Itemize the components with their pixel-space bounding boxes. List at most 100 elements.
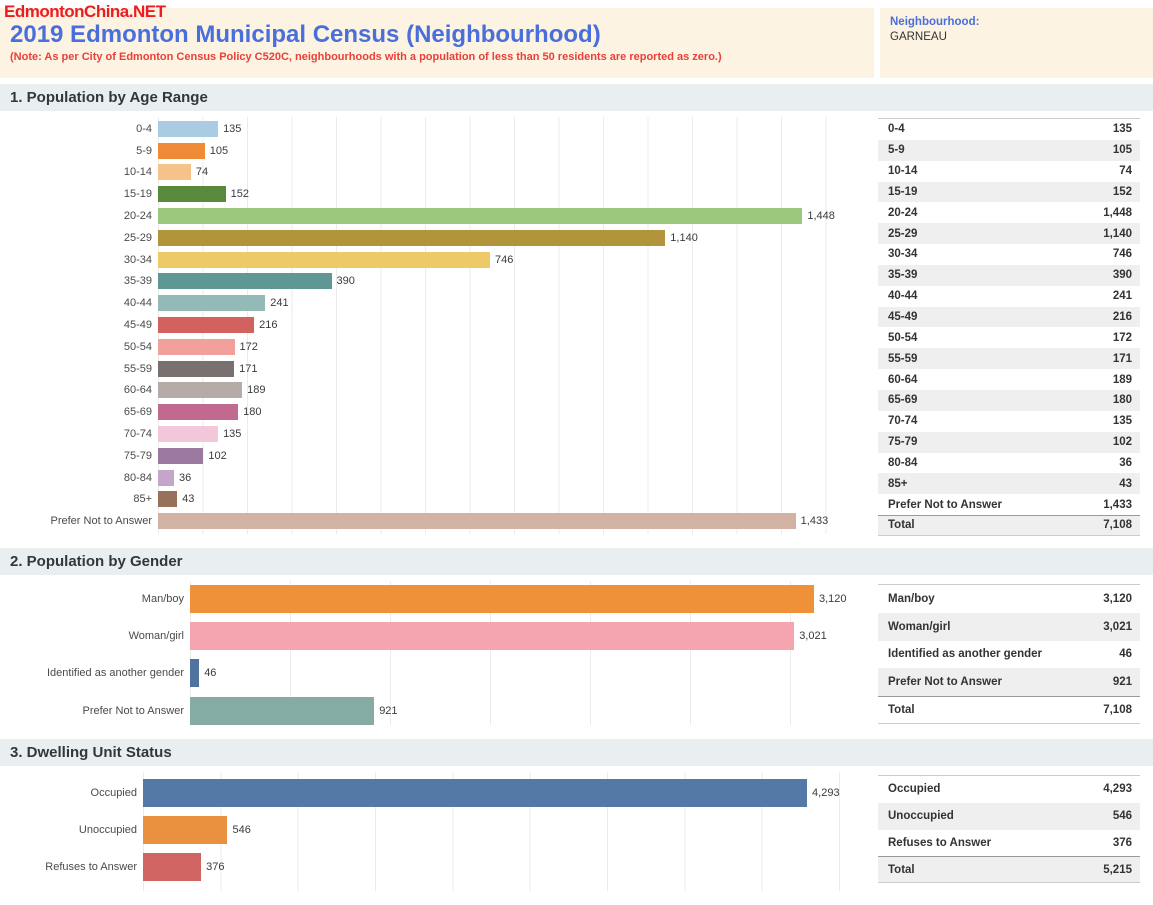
table-row-value: 216 — [1112, 311, 1132, 324]
table-row[interactable]: Identified as another gender 46 — [878, 641, 1140, 669]
bar[interactable] — [158, 469, 175, 486]
bar-row: 55-59 171 — [0, 358, 870, 380]
table-row-value: 171 — [1112, 352, 1132, 365]
table-row-value: 1,140 — [1103, 227, 1132, 240]
bar-value-label: 1,448 — [807, 210, 835, 223]
bar-plot: 189 — [158, 382, 870, 399]
table-row[interactable]: 65-69 180 — [878, 389, 1140, 411]
chart-gridlines — [158, 117, 870, 534]
table-total-row[interactable]: Total 5,215 — [878, 856, 1140, 884]
bar-plot: 36 — [158, 469, 870, 486]
bar-row: 60-64 189 — [0, 380, 870, 402]
table-row-label: 85+ — [888, 477, 908, 490]
table-total-row[interactable]: Total 7,108 — [878, 696, 1140, 724]
bar[interactable] — [158, 317, 255, 334]
table-row[interactable]: Unoccupied 546 — [878, 802, 1140, 830]
neighbourhood-value[interactable]: GARNEAU — [890, 31, 947, 43]
bar-row: 40-44 241 — [0, 292, 870, 314]
table-row[interactable]: 75-79 102 — [878, 431, 1140, 453]
table-row[interactable]: 45-49 216 — [878, 306, 1140, 328]
bar[interactable] — [158, 273, 332, 290]
section-title-text: 1. Population by Age Range — [10, 89, 208, 106]
table-row[interactable]: 10-14 74 — [878, 161, 1140, 182]
bar[interactable] — [158, 251, 490, 268]
bar-plot: 152 — [158, 186, 870, 203]
bar-category-label: 45-49 — [123, 319, 152, 332]
bar[interactable] — [190, 621, 795, 650]
bar[interactable] — [158, 426, 219, 443]
bar[interactable] — [158, 295, 266, 312]
bar-category-label: 55-59 — [123, 362, 152, 375]
table-row[interactable]: Refuses to Answer 376 — [878, 830, 1140, 857]
table-row[interactable]: 60-64 189 — [878, 369, 1140, 390]
bar-row: Occupied 4,293 — [0, 774, 870, 811]
table-row[interactable]: 5-9 105 — [878, 139, 1140, 161]
bar[interactable] — [158, 208, 803, 225]
bar-value-label: 390 — [336, 275, 355, 288]
bar-plot: 216 — [158, 317, 870, 334]
section-age-title: 1. Population by Age Range — [0, 84, 1153, 111]
table-row[interactable]: Woman/girl 3,021 — [878, 612, 1140, 641]
chart-rows: 0-4 135 5-9 105 10-14 74 15-19 152 20-24 1,448 25-… — [0, 111, 870, 532]
table-total-row[interactable]: Total 7,108 — [878, 515, 1140, 536]
bar-plot: 1,433 — [158, 513, 870, 530]
bar-row: 25-29 1,140 — [0, 227, 870, 249]
table-row[interactable]: 55-59 171 — [878, 348, 1140, 370]
table-row[interactable]: Prefer Not to Answer 921 — [878, 668, 1140, 697]
bar[interactable] — [158, 164, 191, 181]
table-row[interactable]: 0-4 135 — [878, 119, 1140, 140]
bar-category-label: Unoccupied — [78, 823, 137, 836]
table-row[interactable]: 40-44 241 — [878, 286, 1140, 307]
table-row[interactable]: 30-34 746 — [878, 244, 1140, 265]
table-row-label: 60-64 — [888, 373, 918, 386]
table-row[interactable]: 15-19 152 — [878, 181, 1140, 203]
bar[interactable] — [143, 852, 202, 881]
table-row-value: 189 — [1112, 373, 1132, 386]
table-row-label: Woman/girl — [888, 620, 951, 633]
table-row-value: 43 — [1119, 477, 1132, 490]
bar[interactable] — [158, 360, 235, 377]
bar[interactable] — [143, 778, 808, 807]
bar[interactable] — [158, 491, 178, 508]
table-row[interactable]: Man/boy 3,120 — [878, 585, 1140, 613]
bar-plot: 105 — [158, 142, 870, 159]
neighbourhood-panel: Neighbourhood: GARNEAU — [880, 8, 1153, 78]
bar-plot: 74 — [158, 164, 870, 181]
table-row[interactable]: 20-24 1,448 — [878, 202, 1140, 223]
table-row[interactable]: 80-84 36 — [878, 453, 1140, 474]
header-main: 2019 Edmonton Municipal Census (Neighbou… — [0, 8, 874, 78]
bar[interactable] — [158, 186, 226, 203]
bar-row: 15-19 152 — [0, 183, 870, 205]
bar-row: 85+ 43 — [0, 489, 870, 511]
bar[interactable] — [190, 696, 375, 725]
bar[interactable] — [158, 513, 796, 530]
bar[interactable] — [158, 142, 205, 159]
bar[interactable] — [158, 120, 219, 137]
bar-row: 5-9 105 — [0, 140, 870, 162]
bar[interactable] — [158, 404, 239, 421]
bar[interactable] — [190, 659, 200, 688]
table-row[interactable]: 50-54 172 — [878, 327, 1140, 348]
bar-row: 35-39 390 — [0, 271, 870, 293]
table-row[interactable]: 25-29 1,140 — [878, 223, 1140, 245]
table-row[interactable]: 70-74 135 — [878, 411, 1140, 432]
bar-plot: 46 — [190, 659, 870, 688]
bar-plot: 43 — [158, 491, 870, 508]
bar[interactable] — [158, 229, 666, 246]
bar-value-label: 746 — [494, 253, 514, 266]
table-row-label: 10-14 — [888, 165, 918, 178]
bar-category-label: 75-79 — [123, 449, 152, 462]
bar[interactable] — [158, 447, 204, 464]
table-row[interactable]: 35-39 390 — [878, 264, 1140, 286]
table-row[interactable]: 85+ 43 — [878, 473, 1140, 495]
bar[interactable] — [158, 338, 235, 355]
bar-category-label: Identified as another gender — [47, 667, 184, 680]
bar[interactable] — [143, 815, 228, 844]
table-row-label: Man/boy — [888, 592, 935, 605]
bar-value-label: 105 — [209, 144, 229, 157]
bar[interactable] — [158, 382, 243, 399]
table-row[interactable]: Prefer Not to Answer 1,433 — [878, 494, 1140, 515]
bar[interactable] — [190, 584, 814, 613]
bar-row: 20-24 1,448 — [0, 205, 870, 227]
table-row[interactable]: Occupied 4,293 — [878, 776, 1140, 803]
